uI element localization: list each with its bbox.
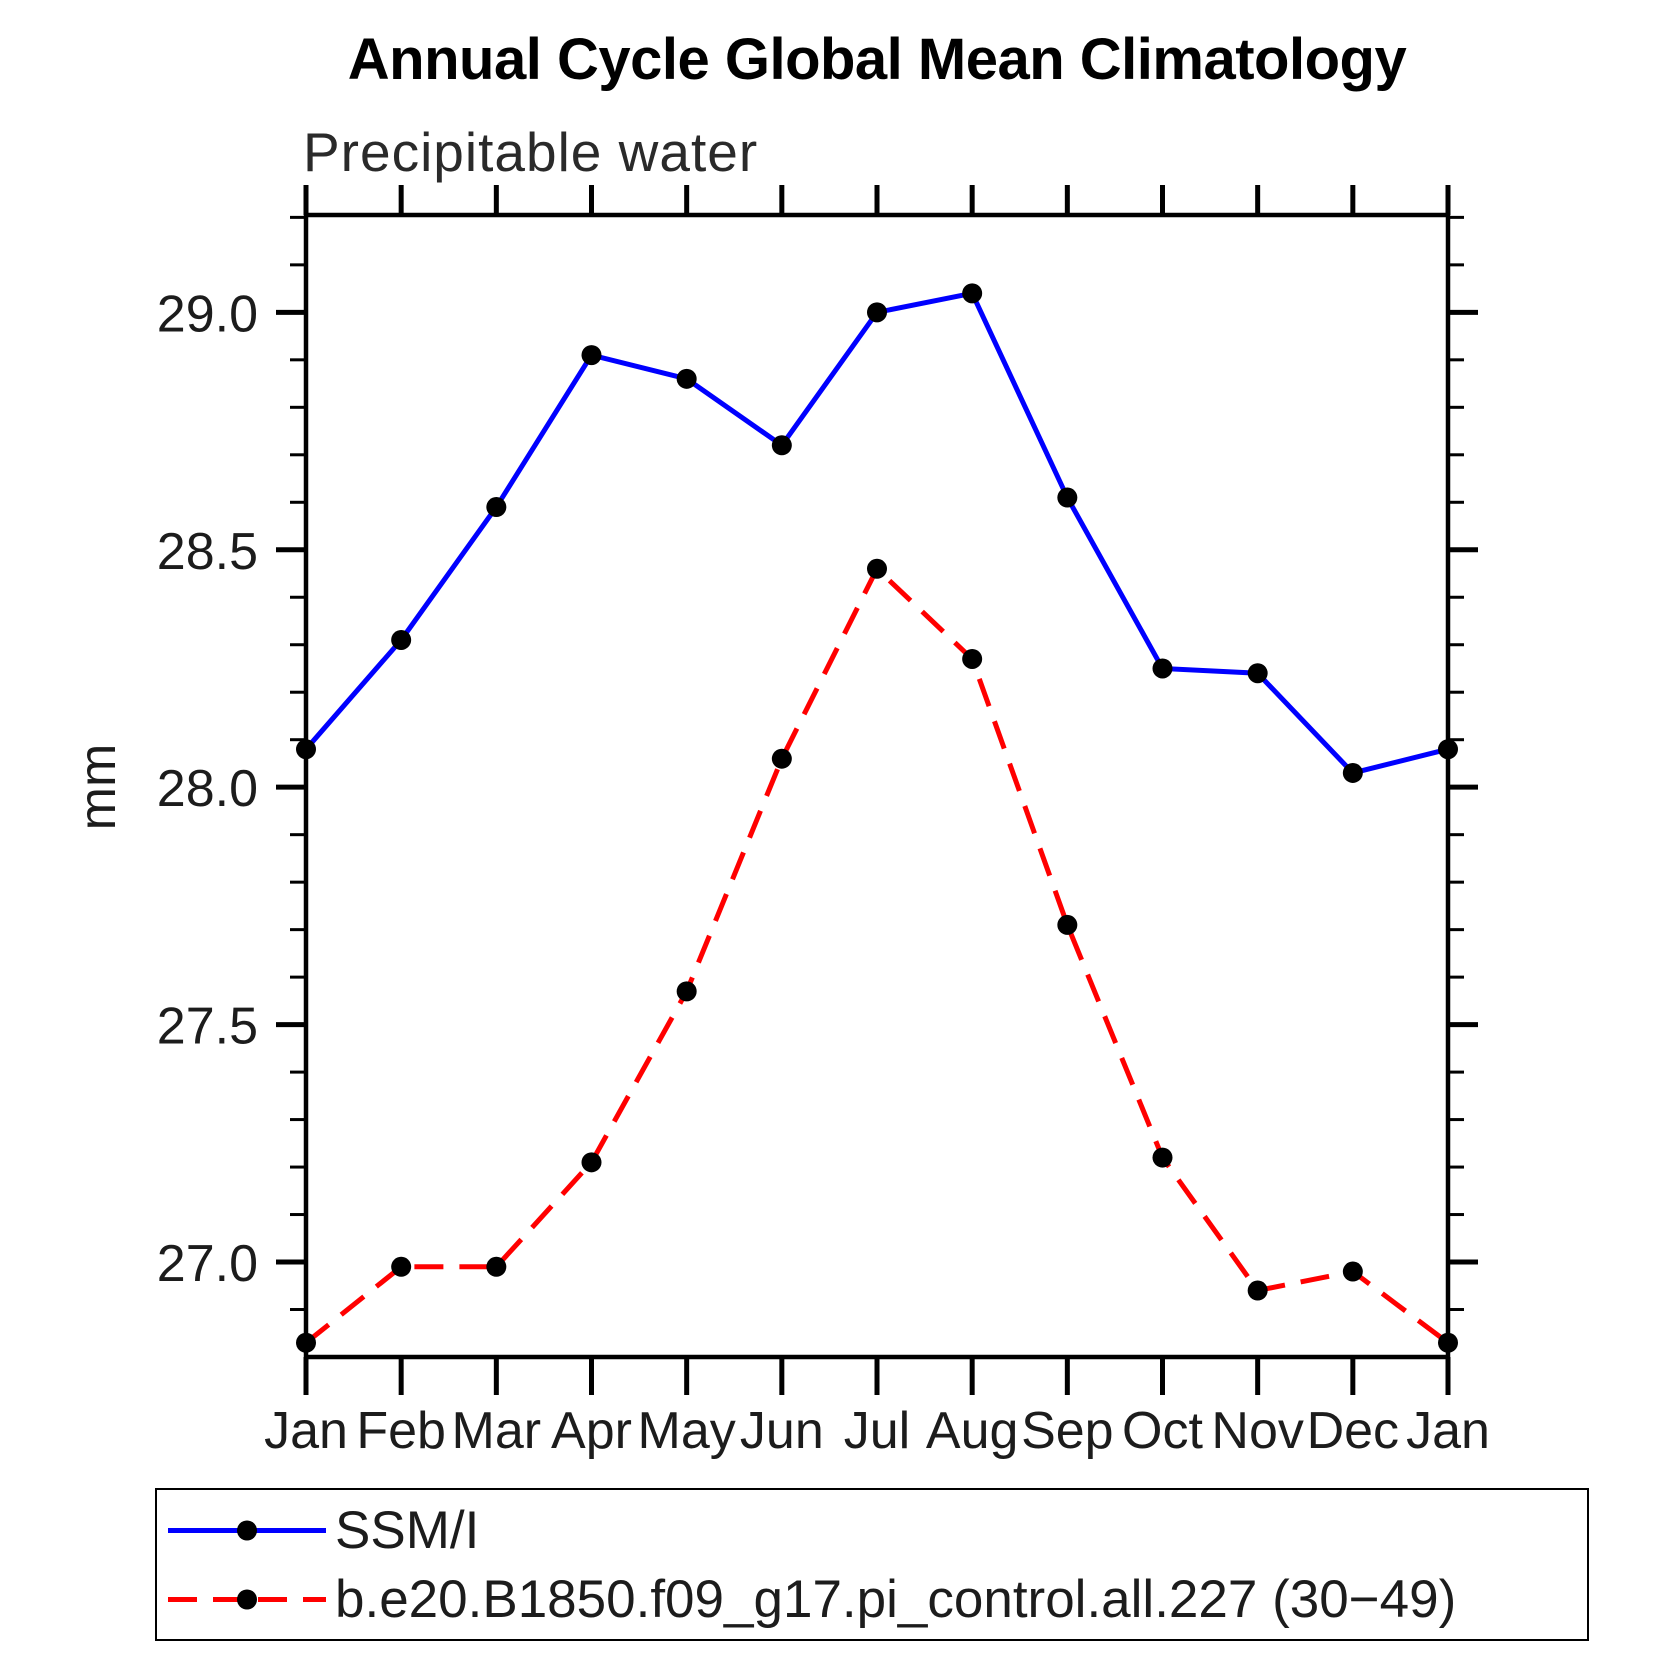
data-point-marker-ssmi — [1152, 658, 1173, 679]
series-line-ssmi — [304, 290, 1449, 776]
y-axis-title: mm — [69, 744, 127, 831]
legend-marker-ssmi — [237, 1520, 257, 1540]
data-point-marker-ssmi — [771, 435, 792, 456]
y-tick-label: 28.5 — [157, 523, 258, 581]
legend: SSM/I b.e20.B1850.f09_g17.pi_control.all… — [155, 1488, 1589, 1641]
chart-subtitle: Precipitable water — [303, 121, 759, 183]
y-tick-label: 27.5 — [157, 998, 258, 1056]
data-point-marker-model — [1247, 1280, 1268, 1301]
x-tick-label: Jul — [844, 1402, 910, 1460]
y-tick-label: 29.0 — [157, 285, 258, 343]
y-tick-label: 27.0 — [157, 1235, 258, 1293]
data-point-marker-ssmi — [1247, 663, 1268, 684]
data-point-marker-ssmi — [391, 629, 412, 650]
data-point-marker-model — [1057, 914, 1078, 935]
data-point-marker-model — [296, 1332, 316, 1353]
data-point-marker-model — [581, 1152, 602, 1173]
data-point-marker-ssmi — [296, 739, 316, 760]
data-point-marker-ssmi — [486, 497, 507, 518]
legend-item-ssmi: SSM/I — [168, 1496, 1587, 1565]
data-point-marker-model — [771, 748, 792, 769]
data-point-marker-ssmi — [962, 283, 983, 304]
x-tick-label: Jan — [1406, 1402, 1490, 1460]
data-point-marker-model — [1342, 1261, 1363, 1282]
legend-label-model: b.e20.B1850.f09_g17.pi_control.all.227 (… — [335, 1569, 1457, 1629]
legend-marker-model — [237, 1589, 257, 1609]
data-point-marker-model — [676, 981, 697, 1002]
legend-line-sample-ssmi — [168, 1520, 326, 1540]
data-point-marker-ssmi — [1057, 487, 1078, 508]
data-point-marker-ssmi — [867, 302, 887, 323]
data-point-marker-ssmi — [676, 368, 697, 389]
x-tick-label: Jun — [740, 1402, 824, 1460]
page-title: Annual Cycle Global Mean Climatology — [347, 27, 1407, 92]
x-tick-label: Aug — [926, 1402, 1019, 1460]
plot-frame — [303, 212, 1451, 1360]
x-tick-label: Jan — [264, 1402, 348, 1460]
data-point-marker-model — [1438, 1332, 1458, 1353]
data-point-marker-ssmi — [581, 345, 602, 366]
series-line-model — [304, 564, 1450, 1345]
x-tick-label: Nov — [1211, 1402, 1303, 1460]
x-tick-label: Apr — [551, 1402, 632, 1460]
data-point-marker-model — [486, 1256, 507, 1277]
legend-label-ssmi: SSM/I — [335, 1500, 480, 1560]
legend-line-sample-model — [168, 1589, 326, 1609]
x-tick-label: May — [638, 1402, 736, 1460]
legend-item-model: b.e20.B1850.f09_g17.pi_control.all.227 (… — [168, 1565, 1587, 1634]
x-tick-label: Dec — [1307, 1402, 1399, 1460]
x-tick-label: Oct — [1122, 1402, 1203, 1460]
y-tick-label: 28.0 — [157, 760, 258, 818]
data-point-marker-ssmi — [1438, 739, 1458, 760]
data-point-marker-model — [391, 1256, 412, 1277]
data-point-marker-ssmi — [1342, 762, 1363, 783]
x-tick-label: Mar — [452, 1402, 542, 1460]
x-tick-label: Feb — [356, 1402, 446, 1460]
data-point-marker-model — [1152, 1147, 1173, 1168]
data-point-marker-model — [962, 648, 983, 669]
data-point-marker-model — [867, 558, 887, 579]
x-tick-label: Sep — [1021, 1402, 1114, 1460]
